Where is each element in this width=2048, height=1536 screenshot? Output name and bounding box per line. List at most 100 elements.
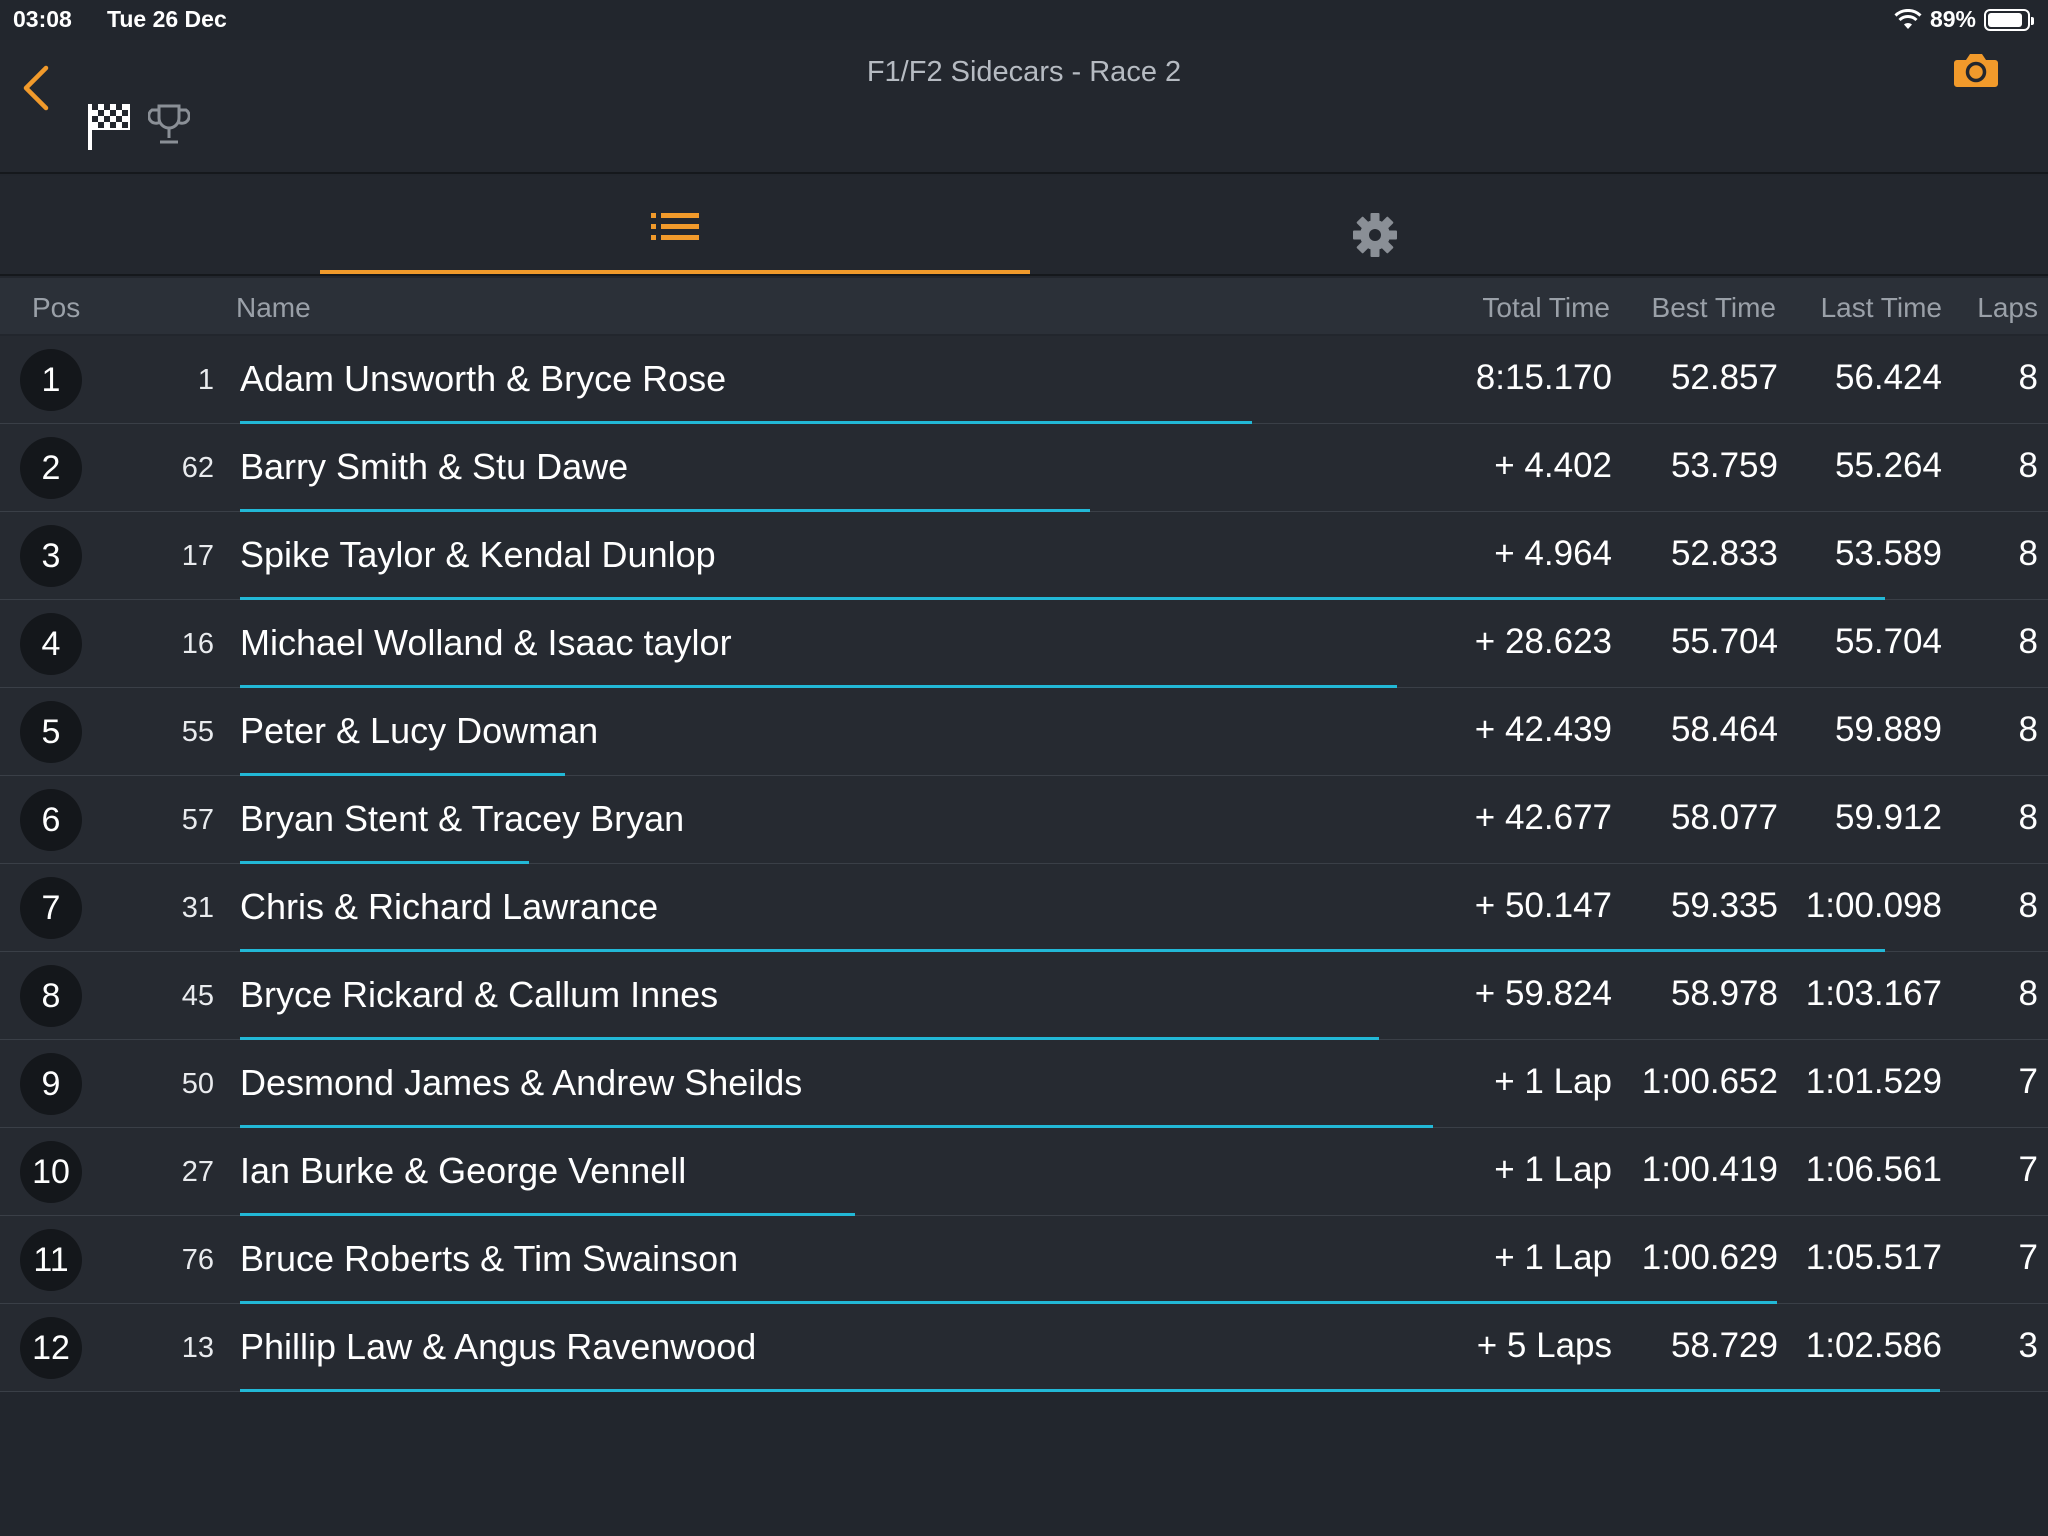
wifi-icon (1894, 8, 1922, 29)
best-time: 1:00.629 (1641, 1238, 1778, 1277)
battery-fill (1988, 12, 2022, 27)
page-title: F1/F2 Sidecars - Race 2 (866, 56, 1182, 88)
total-time: + 42.677 (1474, 798, 1612, 837)
car-number: 16 (181, 628, 214, 660)
table-row[interactable]: 12 13 Phillip Law & Angus Ravenwood + 5 Lap… (0, 1304, 2048, 1392)
car-number: 45 (181, 980, 214, 1012)
status-indicators: 89% (1894, 6, 2034, 33)
lap-progress-bar (240, 1301, 1777, 1304)
rider-names: Bryan Stent & Tracey Bryan (240, 798, 685, 839)
lap-progress-bar (240, 1389, 1940, 1392)
last-time: 53.589 (1834, 534, 1942, 573)
table-row[interactable]: 4 16 Michael Wolland & Isaac taylor + 28.62… (0, 600, 2048, 688)
lap-progress-bar (240, 1125, 1433, 1128)
column-header-pos: Pos (32, 292, 81, 323)
total-time: + 50.147 (1474, 886, 1612, 925)
table-row[interactable]: 7 31 Chris & Richard Lawrance + 50.147 59.33… (0, 864, 2048, 952)
position-badge: 8 (20, 965, 82, 1027)
last-time: 1:02.586 (1805, 1326, 1942, 1365)
camera-icon (1954, 54, 1998, 87)
position-badge: 9 (20, 1053, 82, 1115)
position-badge: 5 (20, 701, 82, 763)
active-tab-indicator (320, 270, 1030, 274)
rider-names: Peter & Lucy Dowman (240, 710, 599, 751)
best-time: 58.978 (1670, 974, 1778, 1013)
table-row[interactable]: 9 50 Desmond James & Andrew Sheilds + 1 Lap… (0, 1040, 2048, 1128)
rider-names: Bruce Roberts & Tim Swainson (240, 1238, 739, 1279)
table-row[interactable]: 2 62 Barry Smith & Stu Dawe + 4.402 53.759 55… (0, 424, 2048, 512)
rider-names: Phillip Law & Angus Ravenwood (240, 1326, 757, 1367)
tab-settings[interactable] (1060, 176, 1690, 274)
best-time: 53.759 (1670, 446, 1778, 485)
column-header-last-time: Last Time (1820, 292, 1942, 323)
laps-count: 8 (2018, 886, 2038, 925)
lap-progress-bar (240, 509, 1090, 512)
total-time: + 42.439 (1474, 710, 1612, 749)
position-badge: 3 (20, 525, 82, 587)
total-time: 8:15.170 (1475, 358, 1612, 397)
last-time: 59.889 (1834, 710, 1942, 749)
best-time: 58.464 (1670, 710, 1778, 749)
table-row[interactable]: 8 45 Bryce Rickard & Callum Innes + 59.824 5… (0, 952, 2048, 1040)
total-time: + 4.964 (1494, 534, 1612, 573)
lap-progress-bar (240, 421, 1252, 424)
laps-count: 8 (2018, 798, 2038, 837)
checkered-flag-icon[interactable] (86, 100, 132, 152)
list-icon (651, 213, 699, 240)
position-badge: 4 (20, 613, 82, 675)
status-bar: 03:08 Tue 26 Dec 89% (0, 0, 2048, 40)
lap-progress-bar (240, 773, 565, 776)
total-time: + 59.824 (1474, 974, 1612, 1013)
car-number: 1 (197, 364, 214, 396)
total-time: + 5 Laps (1476, 1326, 1612, 1365)
best-time: 52.833 (1670, 534, 1778, 573)
table-row[interactable]: 6 57 Bryan Stent & Tracey Bryan + 42.677 58.… (0, 776, 2048, 864)
position-badge: 2 (20, 437, 82, 499)
last-time: 1:00.098 (1805, 886, 1942, 925)
last-time: 59.912 (1834, 798, 1942, 837)
best-time: 59.335 (1670, 886, 1778, 925)
battery-percent: 89% (1929, 6, 1976, 32)
last-time: 55.264 (1834, 446, 1942, 485)
nav-bar: F1/F2 Sidecars - Race 2 (0, 40, 2048, 174)
results-table-header: Pos Name Total Time Best Time Last Time … (0, 278, 2048, 334)
rider-names: Michael Wolland & Isaac taylor (240, 622, 732, 663)
last-time: 1:01.529 (1805, 1062, 1942, 1101)
tab-results-list[interactable] (320, 176, 1030, 274)
rider-names: Adam Unsworth & Bryce Rose (240, 358, 727, 399)
column-header-best-time: Best Time (1651, 292, 1776, 323)
car-number: 76 (181, 1244, 214, 1276)
back-button[interactable] (18, 60, 58, 120)
gear-icon (1353, 213, 1397, 257)
table-row[interactable]: 1 1 Adam Unsworth & Bryce Rose 8:15.170 52.8… (0, 336, 2048, 424)
best-time: 52.857 (1670, 358, 1778, 397)
lap-progress-bar (240, 861, 529, 864)
camera-button[interactable] (1953, 52, 2003, 92)
last-time: 1:05.517 (1805, 1238, 1942, 1277)
car-number: 31 (181, 892, 214, 924)
car-number: 55 (181, 716, 214, 748)
best-time: 55.704 (1670, 622, 1778, 661)
table-row[interactable]: 5 55 Peter & Lucy Dowman + 42.439 58.464 59.8… (0, 688, 2048, 776)
laps-count: 7 (2018, 1150, 2038, 1189)
rider-names: Ian Burke & George Vennell (240, 1150, 687, 1191)
car-number: 17 (181, 540, 214, 572)
lap-progress-bar (240, 597, 1885, 600)
total-time: + 1 Lap (1494, 1062, 1612, 1101)
position-badge: 6 (20, 789, 82, 851)
position-badge: 11 (20, 1229, 82, 1291)
chevron-left-icon (23, 65, 49, 111)
laps-count: 8 (2018, 974, 2038, 1013)
total-time: + 1 Lap (1494, 1150, 1612, 1189)
column-header-name: Name (236, 292, 311, 323)
laps-count: 8 (2018, 446, 2038, 485)
trophy-icon[interactable] (147, 102, 191, 148)
table-row[interactable]: 3 17 Spike Taylor & Kendal Dunlop + 4.964 52… (0, 512, 2048, 600)
total-time: + 1 Lap (1494, 1238, 1612, 1277)
lap-progress-bar (240, 1213, 855, 1216)
table-row[interactable]: 11 76 Bruce Roberts & Tim Swainson + 1 Lap 1… (0, 1216, 2048, 1304)
table-row[interactable]: 10 27 Ian Burke & George Vennell + 1 Lap 1:0… (0, 1128, 2048, 1216)
laps-count: 8 (2018, 622, 2038, 661)
laps-count: 7 (2018, 1062, 2038, 1101)
rider-names: Bryce Rickard & Callum Innes (240, 974, 719, 1015)
